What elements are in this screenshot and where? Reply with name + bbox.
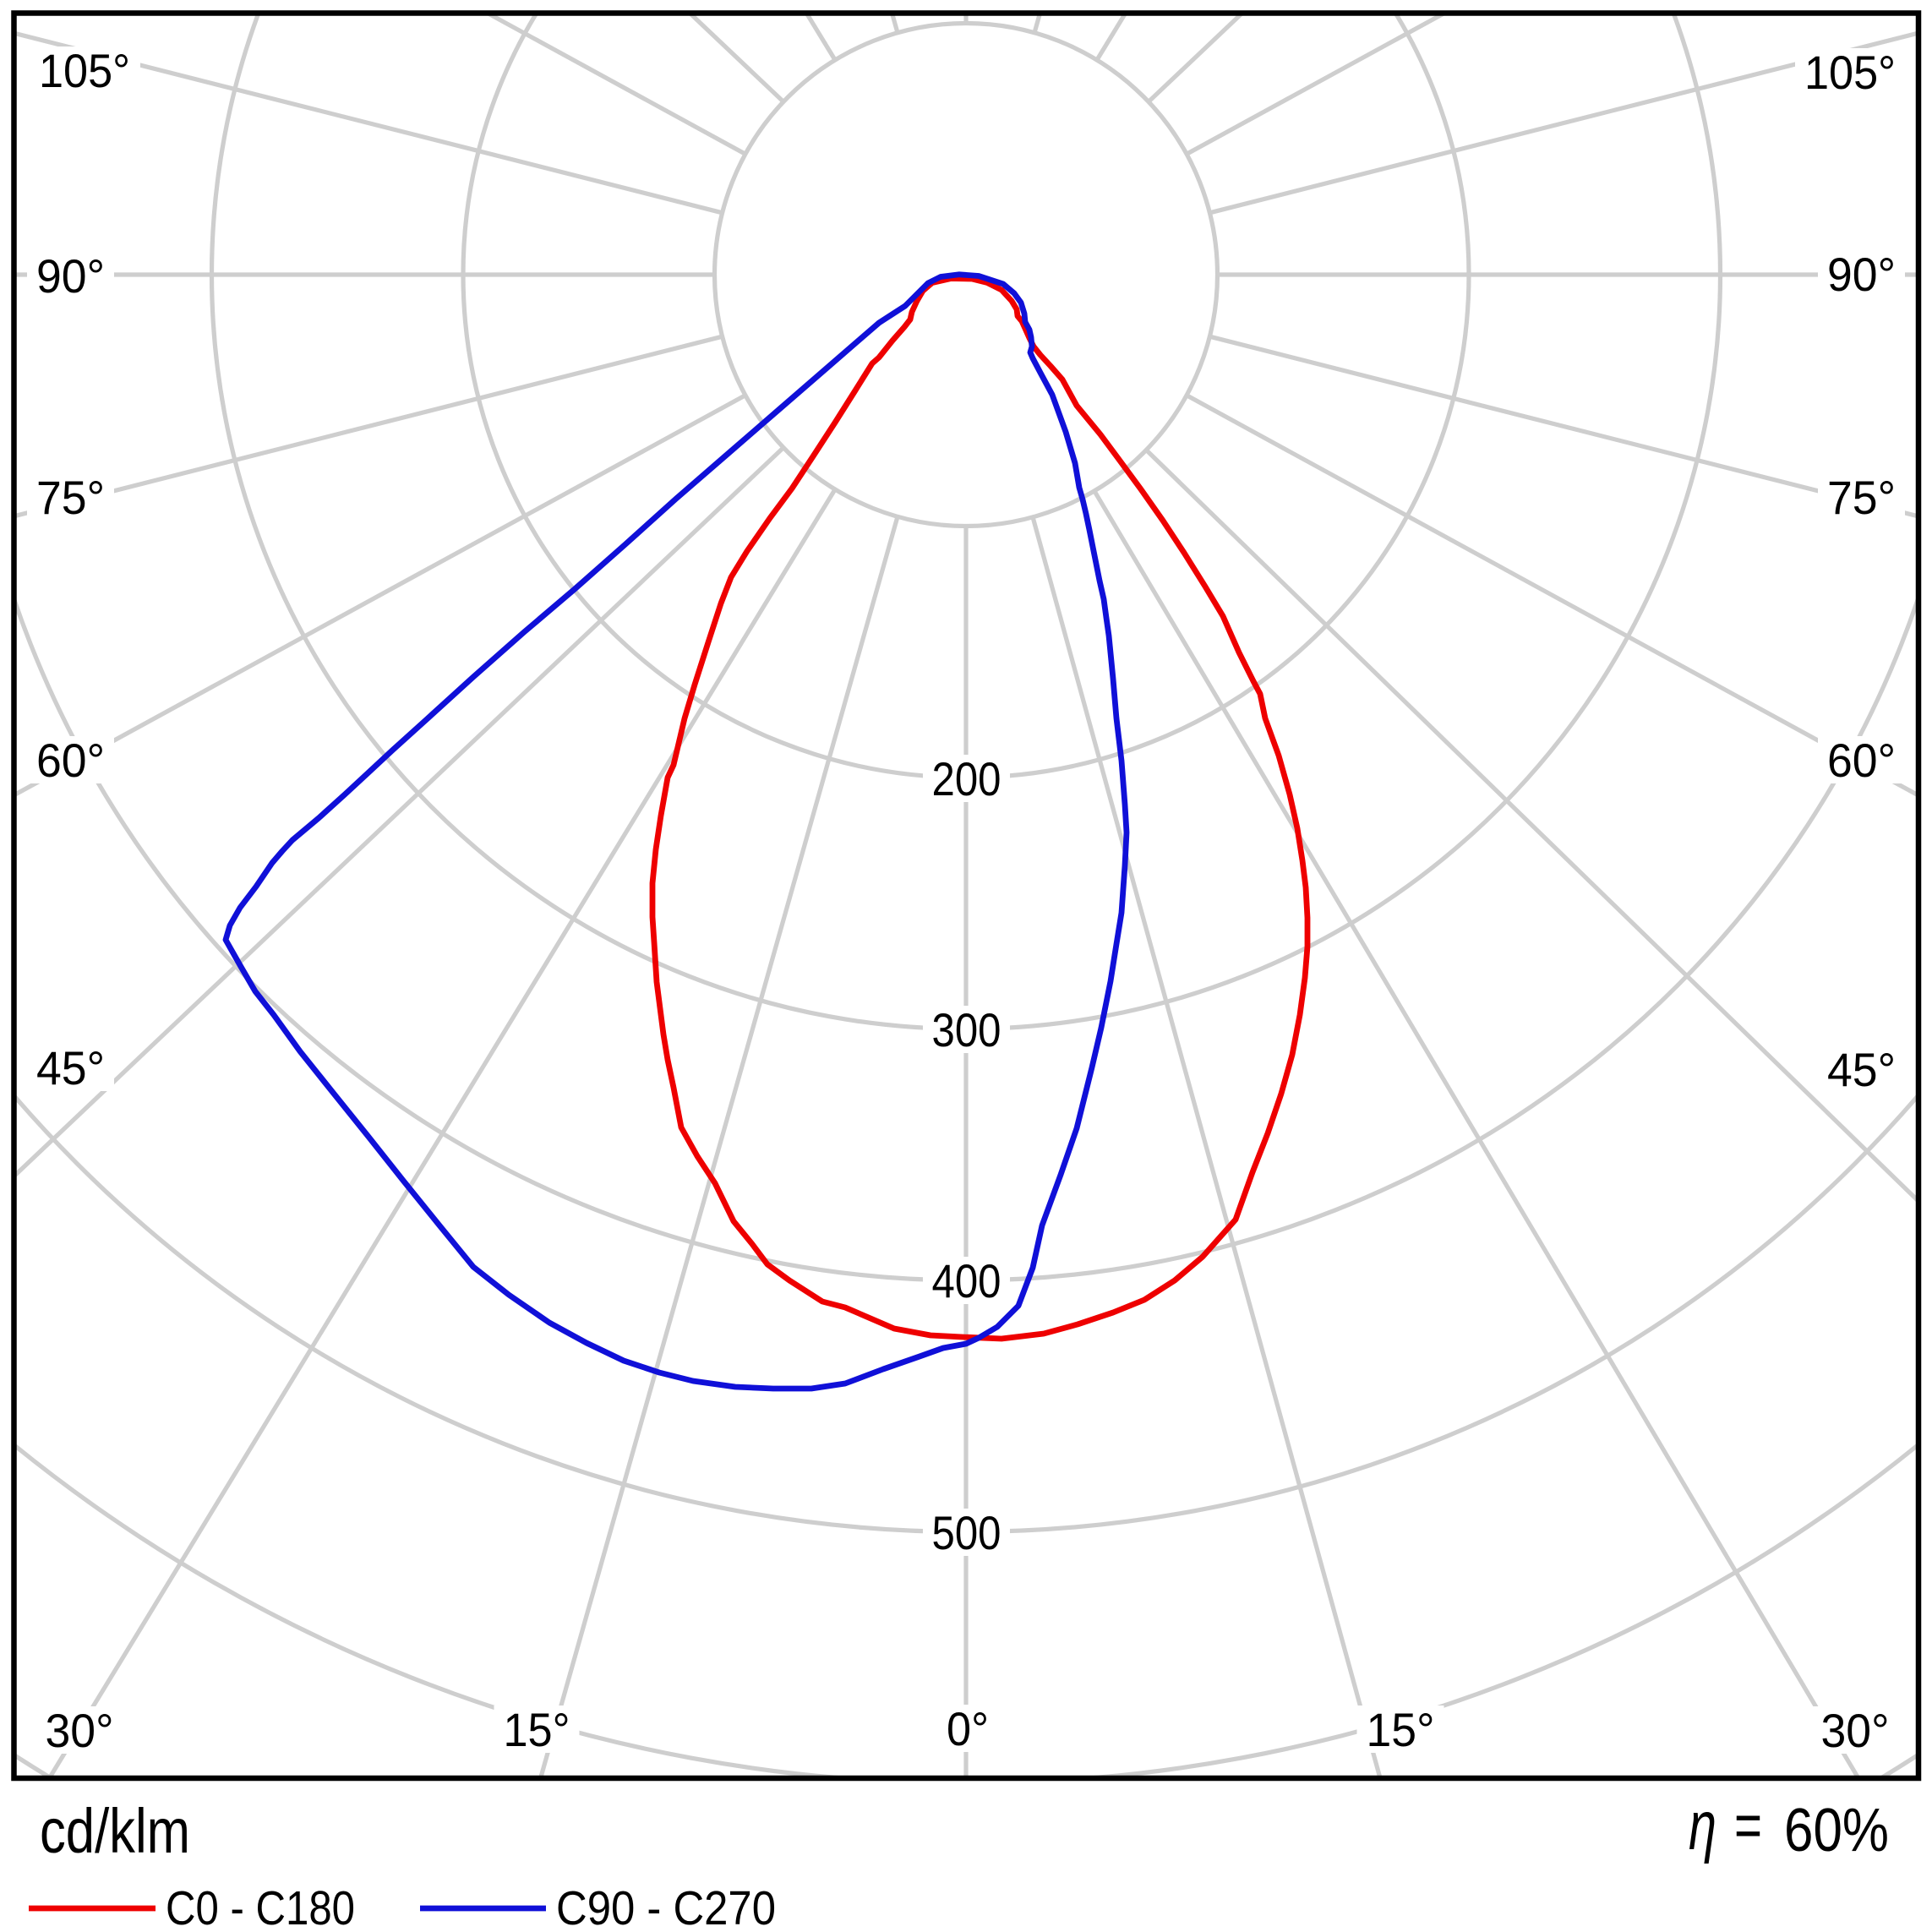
- svg-text:300: 300: [932, 1003, 1001, 1056]
- svg-text:45°: 45°: [36, 1041, 105, 1094]
- svg-text:90°: 90°: [1827, 248, 1896, 301]
- svg-text:η: η: [1689, 1787, 1716, 1864]
- svg-text:60°: 60°: [1827, 734, 1896, 787]
- svg-text:400: 400: [932, 1254, 1001, 1307]
- svg-text:75°: 75°: [1827, 471, 1896, 524]
- svg-text:60°: 60°: [36, 734, 105, 787]
- svg-text:15°: 15°: [504, 1703, 570, 1756]
- svg-text:0°: 0°: [947, 1702, 989, 1755]
- svg-text:500: 500: [932, 1506, 1001, 1559]
- svg-text:90°: 90°: [36, 249, 105, 303]
- svg-text:45°: 45°: [1827, 1043, 1896, 1096]
- svg-text:30°: 30°: [1821, 1704, 1890, 1757]
- svg-text:30°: 30°: [46, 1704, 114, 1757]
- svg-text:=: =: [1734, 1790, 1762, 1860]
- svg-text:200: 200: [932, 752, 1001, 805]
- svg-text:C90 - C270: C90 - C270: [556, 1881, 776, 1932]
- svg-text:15°: 15°: [1367, 1703, 1435, 1756]
- svg-text:105°: 105°: [1804, 46, 1896, 99]
- svg-text:60%: 60%: [1784, 1797, 1889, 1864]
- svg-text:105°: 105°: [39, 44, 130, 97]
- svg-text:C0 - C180: C0 - C180: [166, 1881, 355, 1932]
- svg-text:cd/klm: cd/klm: [40, 1796, 190, 1866]
- svg-text:75°: 75°: [36, 471, 105, 524]
